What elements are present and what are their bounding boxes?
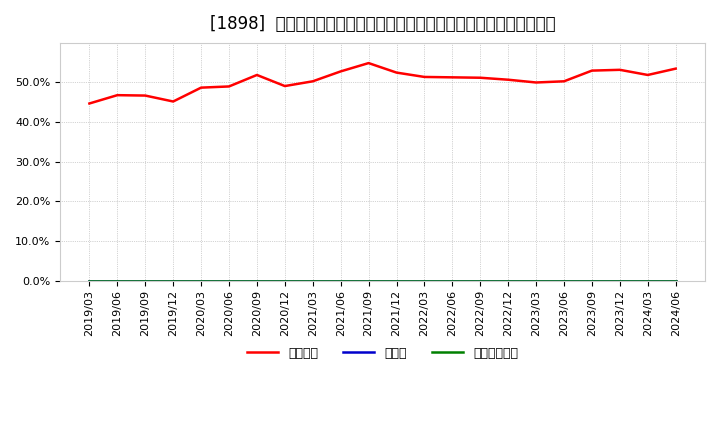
自己資本 <box>644 72 652 77</box>
のれん <box>281 278 289 283</box>
繰延税金資産 <box>616 278 624 283</box>
のれん <box>532 278 541 283</box>
のれん <box>504 278 513 283</box>
のれん <box>392 278 401 283</box>
繰延税金資産 <box>392 278 401 283</box>
繰延税金資産 <box>253 278 261 283</box>
Legend: 自己資本, のれん, 繰延税金資産: 自己資本, のれん, 繰延税金資産 <box>242 341 523 365</box>
繰延税金資産 <box>532 278 541 283</box>
繰延税金資産 <box>281 278 289 283</box>
のれん <box>559 278 568 283</box>
繰延税金資産 <box>197 278 205 283</box>
繰延税金資産 <box>476 278 485 283</box>
自己資本 <box>504 77 513 82</box>
繰延税金資産 <box>141 278 150 283</box>
自己資本 <box>559 79 568 84</box>
繰延税金資産 <box>113 278 122 283</box>
自己資本 <box>476 75 485 81</box>
自己資本 <box>253 72 261 77</box>
のれん <box>588 278 596 283</box>
繰延税金資産 <box>420 278 428 283</box>
Line: 自己資本: 自己資本 <box>89 63 675 103</box>
自己資本 <box>197 85 205 90</box>
のれん <box>253 278 261 283</box>
のれん <box>141 278 150 283</box>
のれん <box>476 278 485 283</box>
自己資本 <box>85 101 94 106</box>
のれん <box>308 278 317 283</box>
自己資本 <box>392 70 401 75</box>
のれん <box>197 278 205 283</box>
自己資本 <box>364 60 373 66</box>
自己資本 <box>588 68 596 73</box>
自己資本 <box>113 92 122 98</box>
繰延税金資産 <box>588 278 596 283</box>
繰延税金資産 <box>336 278 345 283</box>
繰延税金資産 <box>559 278 568 283</box>
のれん <box>113 278 122 283</box>
自己資本 <box>448 75 456 80</box>
繰延税金資産 <box>364 278 373 283</box>
自己資本 <box>420 74 428 80</box>
のれん <box>225 278 233 283</box>
のれん <box>336 278 345 283</box>
Title: [1898]  自己資本、のれん、繰延税金資産の総資産に対する比率の推移: [1898] 自己資本、のれん、繰延税金資産の総資産に対する比率の推移 <box>210 15 555 33</box>
自己資本 <box>671 66 680 71</box>
のれん <box>448 278 456 283</box>
繰延税金資産 <box>308 278 317 283</box>
自己資本 <box>141 93 150 98</box>
のれん <box>85 278 94 283</box>
のれん <box>420 278 428 283</box>
のれん <box>671 278 680 283</box>
繰延税金資産 <box>169 278 178 283</box>
繰延税金資産 <box>504 278 513 283</box>
のれん <box>169 278 178 283</box>
自己資本 <box>336 69 345 74</box>
繰延税金資産 <box>448 278 456 283</box>
のれん <box>644 278 652 283</box>
自己資本 <box>225 84 233 89</box>
のれん <box>616 278 624 283</box>
繰延税金資産 <box>85 278 94 283</box>
自己資本 <box>281 84 289 89</box>
自己資本 <box>308 79 317 84</box>
繰延税金資産 <box>671 278 680 283</box>
自己資本 <box>532 80 541 85</box>
のれん <box>364 278 373 283</box>
繰延税金資産 <box>225 278 233 283</box>
自己資本 <box>616 67 624 73</box>
繰延税金資産 <box>644 278 652 283</box>
自己資本 <box>169 99 178 104</box>
